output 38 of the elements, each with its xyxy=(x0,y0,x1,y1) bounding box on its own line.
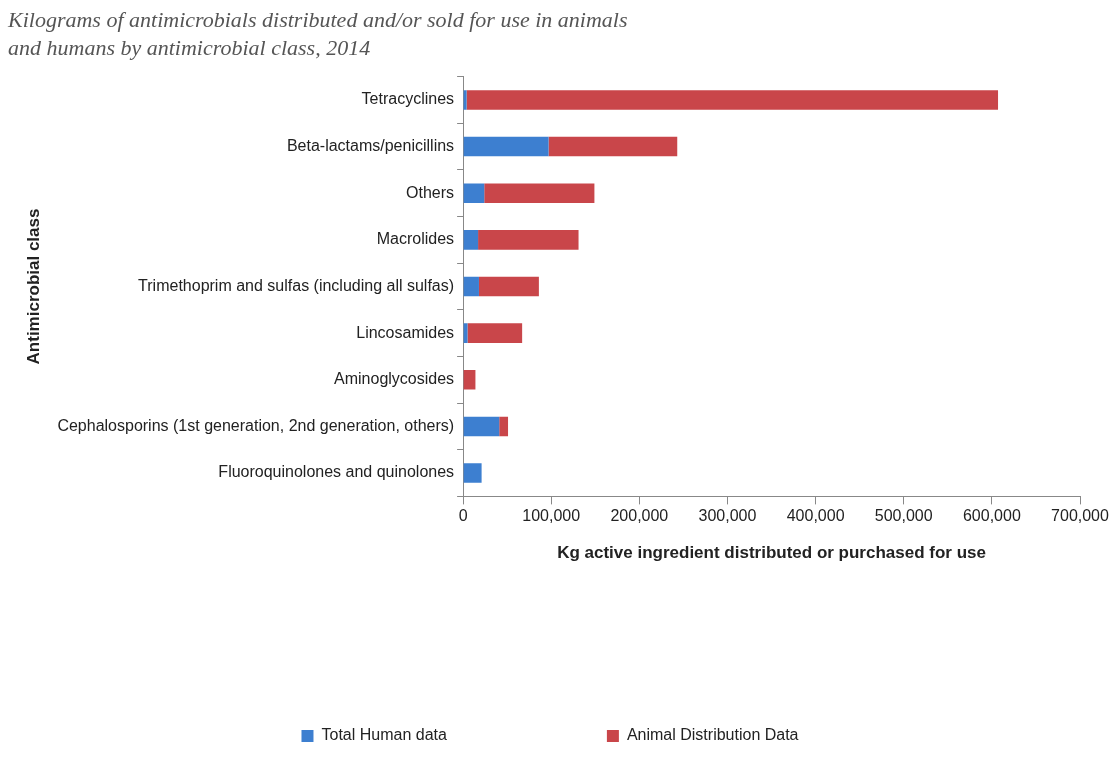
y-tick-label: Beta-lactams/penicillins xyxy=(286,136,455,154)
bar xyxy=(463,463,482,483)
bar xyxy=(463,90,467,110)
bar xyxy=(499,416,509,437)
bar xyxy=(463,416,500,437)
x-tick-label: 600,000 xyxy=(962,507,1021,525)
legend-label: Total Human data xyxy=(321,726,447,744)
x-tick-label: 700,000 xyxy=(1051,507,1110,525)
y-tick-label: Trimethoprim and sulfas (including all sulfas) xyxy=(138,276,455,294)
x-tick-label: 100,000 xyxy=(522,507,581,525)
x-tick-label: 500,000 xyxy=(874,507,933,525)
x-tick-label: 0 xyxy=(458,507,468,525)
y-tick-label: Lincosamides xyxy=(356,323,455,341)
bar xyxy=(548,136,678,157)
x-axis-title: Kg active ingredient distributed or purchased for use xyxy=(557,543,986,563)
y-tick-label: Cephalosporins (1st generation, 2nd generation, others) xyxy=(57,416,455,434)
y-tick-label: Aminoglycosides xyxy=(334,370,455,388)
bar xyxy=(478,276,539,297)
y-tick-label: Macrolides xyxy=(376,230,455,248)
bar xyxy=(466,90,999,110)
bar xyxy=(463,230,479,250)
x-tick-label: 400,000 xyxy=(786,507,845,525)
x-tick-label: 300,000 xyxy=(698,507,757,525)
bar xyxy=(463,136,549,157)
bar xyxy=(484,183,595,204)
bar xyxy=(467,323,523,343)
bar xyxy=(463,276,479,297)
y-tick-label: Tetracyclines xyxy=(361,90,455,108)
y-tick-label: Others xyxy=(406,183,455,201)
bar xyxy=(478,230,579,250)
bar xyxy=(463,183,485,204)
y-tick-label: Fluoroquinolones and quinolones xyxy=(218,463,455,481)
legend-label: Animal Distribution Data xyxy=(626,726,799,744)
x-tick-label: 200,000 xyxy=(610,507,669,525)
bar xyxy=(463,369,476,390)
bar xyxy=(463,323,468,343)
chart-title: Kilograms of antimicrobials distributed and/or sold for use in animals and humans by antimicrobial class, 2014 xyxy=(8,6,629,62)
y-axis-title: Antimicrobial class xyxy=(23,208,43,365)
